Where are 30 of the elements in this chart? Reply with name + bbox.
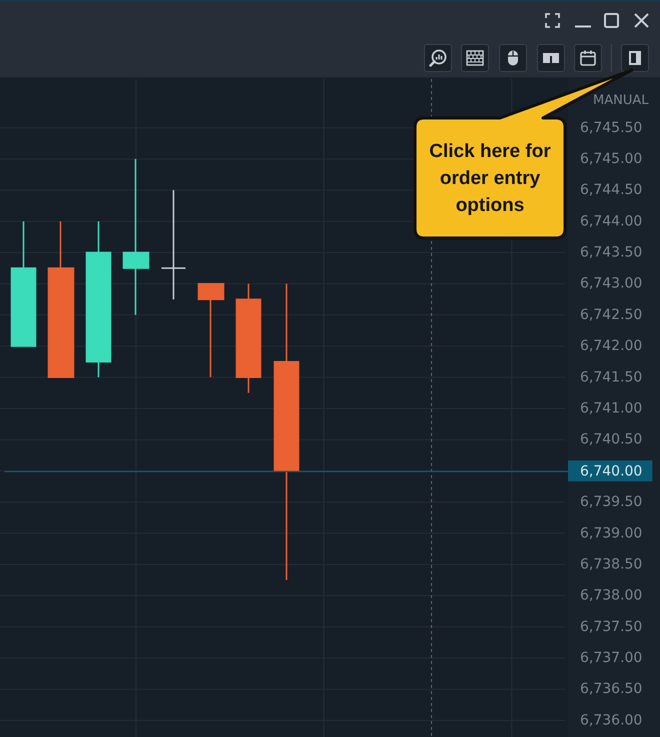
y-tick-label: 6,745.50 [580,120,642,136]
text: MANUAL [593,93,648,108]
y-tick-label: 6,743.50 [580,244,642,261]
y-tick-label: 6,738.00 [580,588,642,604]
candlestick [122,158,150,316]
y-tick-label: 6,742.50 [580,306,642,323]
y-tick-label: 6,741.00 [580,400,642,416]
y-tick-label: 6,741.50 [580,369,642,386]
y-tick-label: 6,736.00 [580,712,642,728]
y-tick-label: 6,737.00 [580,650,642,666]
annotation: Click here for order entry options [428,140,552,218]
candlestick [48,220,74,378]
y-tick-label: 6,739.00 [580,525,642,542]
y-tick-label: 6,736.50 [580,681,642,698]
candlestick [198,282,224,378]
candlestick [274,282,300,581]
y-tick-label: 6,740.00 [580,463,642,480]
y-tick-label: 6,738.50 [580,556,642,572]
y-tick-label: 6,740.50 [580,432,642,448]
y-tick-label: 6,742.00 [580,338,642,354]
candlestick [86,220,112,378]
y-tick-label: 6,744.00 [580,213,642,230]
candlestick [236,282,262,394]
y-tick-label: 6,744.50 [580,182,642,198]
y-tick-label: 6,739.50 [580,494,642,510]
y-tick-label: 6,737.50 [580,618,642,635]
candlestick [160,189,186,300]
y-tick-label: 6,745.00 [580,150,642,167]
candlestick [10,220,36,347]
y-tick-label: 6,743.00 [580,276,642,292]
